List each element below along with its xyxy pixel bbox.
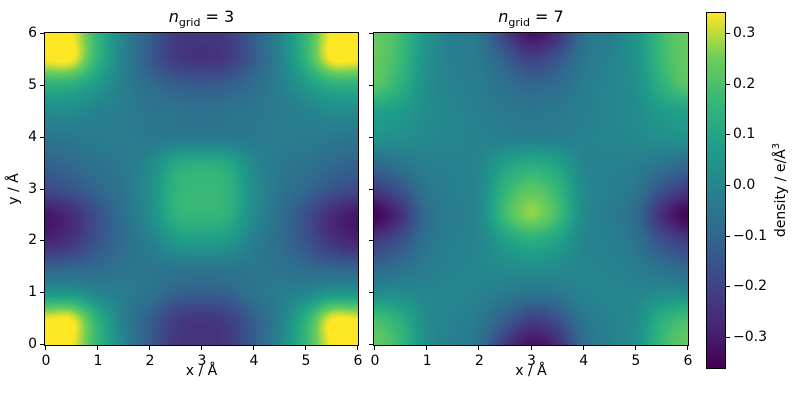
x-tick-mark <box>305 346 306 350</box>
x-axis-label-left: x / Å <box>185 363 218 379</box>
y-tick-label: 6 <box>28 25 37 41</box>
colorbar-tick-mark <box>726 33 730 35</box>
x-tick-label: 0 <box>41 353 51 369</box>
x-tick-mark <box>374 346 375 350</box>
x-tick-mark <box>357 346 358 350</box>
y-tick-label: 0 <box>28 336 37 352</box>
colorbar <box>706 12 726 369</box>
y-tick-mark <box>369 84 373 86</box>
colorbar-tick-mark <box>726 184 730 186</box>
title-subscript: grid <box>508 16 530 30</box>
y-tick-mark <box>369 136 373 138</box>
title-variable: n <box>168 7 179 26</box>
title-rest: = 7 <box>529 7 564 26</box>
x-tick-label: 1 <box>93 353 103 369</box>
x-tick-label: 6 <box>683 353 693 369</box>
x-tick-label: 2 <box>474 353 484 369</box>
y-tick-mark <box>40 136 44 138</box>
x-tick-mark <box>97 346 98 350</box>
colorbar-tick-label: 0.0 <box>733 176 756 193</box>
y-tick-label: 3 <box>28 180 37 197</box>
colorbar-tick-mark <box>726 336 730 338</box>
x-tick-mark <box>582 346 584 350</box>
heatmap-ngrid3 <box>44 32 359 346</box>
colorbar-tick-mark <box>726 83 730 85</box>
panel-title-ngrid3: ngrid = 3 <box>45 7 358 29</box>
colorbar-tick-label: 0.3 <box>733 25 756 42</box>
colorbar-tick-mark <box>726 286 730 288</box>
x-tick-label: 3 <box>527 353 536 369</box>
y-tick-label: 5 <box>28 76 37 93</box>
y-tick-mark <box>369 292 373 294</box>
x-tick-label: 0 <box>370 353 380 369</box>
colorbar-tick-label: −0.1 <box>733 227 767 244</box>
y-tick-mark <box>40 33 44 34</box>
x-tick-label: 6 <box>353 353 363 369</box>
x-tick-label: 3 <box>197 353 207 369</box>
y-tick-mark <box>369 240 373 242</box>
x-tick-mark <box>149 346 150 350</box>
x-tick-mark <box>253 346 254 350</box>
x-tick-label: 5 <box>301 353 311 369</box>
y-tick-mark <box>369 33 373 34</box>
colorbar-tick-label: −0.3 <box>733 328 767 345</box>
x-tick-label: 4 <box>249 353 259 369</box>
x-tick-label: 4 <box>579 353 589 369</box>
x-tick-mark <box>634 346 636 350</box>
x-axis-label-right: x / Å <box>515 363 547 379</box>
panel-title-ngrid7: ngrid = 7 <box>374 7 688 29</box>
x-tick-label: 5 <box>631 353 641 369</box>
heatmap-ngrid7 <box>373 32 689 346</box>
y-tick-mark <box>40 240 44 242</box>
x-tick-mark <box>478 346 480 350</box>
x-tick-mark <box>426 346 428 350</box>
colorbar-tick-mark <box>726 235 730 237</box>
colorbar-tick-label: 0.1 <box>733 126 756 143</box>
x-tick-mark <box>687 346 688 350</box>
colorbar-tick-label: −0.2 <box>733 278 767 295</box>
colorbar-label-exponent: 3 <box>771 142 783 150</box>
y-tick-mark <box>40 292 44 294</box>
x-tick-mark <box>45 346 46 350</box>
colorbar-tick-label: 0.2 <box>733 75 756 92</box>
y-tick-mark <box>40 344 44 345</box>
y-tick-mark <box>40 188 44 190</box>
x-tick-label: 2 <box>145 353 155 369</box>
title-variable: n <box>498 7 509 26</box>
y-tick-mark <box>369 344 373 345</box>
y-tick-label: 4 <box>28 128 37 145</box>
y-tick-mark <box>40 84 44 86</box>
x-tick-mark <box>201 346 202 350</box>
y-tick-mark <box>369 188 373 190</box>
y-tick-label: 2 <box>28 232 37 249</box>
y-tick-label: 1 <box>28 284 37 301</box>
colorbar-label: density / e/Å3 <box>771 143 789 237</box>
title-subscript: grid <box>178 16 201 30</box>
x-tick-label: 1 <box>422 353 432 369</box>
x-tick-mark <box>530 346 532 350</box>
title-rest: = 3 <box>200 7 235 26</box>
colorbar-tick-mark <box>726 134 730 136</box>
colorbar-label-main: density / e/Å <box>772 149 789 238</box>
